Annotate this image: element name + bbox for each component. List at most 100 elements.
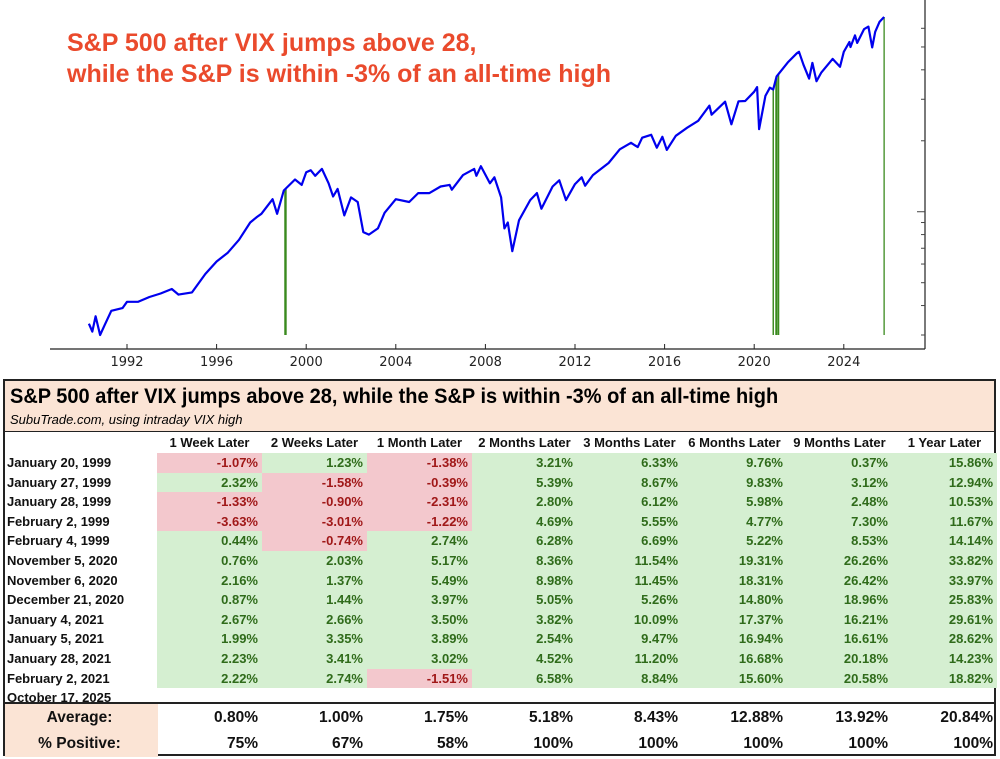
summary-value: 100% <box>953 735 993 752</box>
x-tick-label: 2012 <box>558 355 591 370</box>
column-header: 2 Months Later <box>478 435 571 450</box>
return-cell: 1.44% <box>262 590 367 610</box>
return-cell: 33.97% <box>892 570 997 591</box>
column-header: 1 Month Later <box>376 435 463 450</box>
return-cell: 16.94% <box>682 629 787 649</box>
return-cell: 3.12% <box>787 472 892 493</box>
summary-value: 5.18% <box>529 709 573 726</box>
return-cell: 0.76% <box>157 551 262 571</box>
x-tick-label: 2008 <box>469 355 502 370</box>
return-cell: -3.01% <box>262 511 367 532</box>
summary-value: 12.88% <box>730 709 783 726</box>
return-cell: 0.87% <box>157 590 262 610</box>
return-cell: 4.69% <box>472 511 577 532</box>
return-cell: 3.50% <box>367 609 472 630</box>
x-tick-label: 1996 <box>200 355 233 370</box>
return-cell: 2.74% <box>367 531 472 551</box>
summary-label: % Positive: <box>5 730 158 757</box>
return-cell: 26.26% <box>787 551 892 571</box>
table-row: November 5, 2020 0.76% 2.03% 5.17% 8.36% 11.5… <box>5 551 997 571</box>
return-cell: 19.31% <box>682 551 787 571</box>
return-cell: 14.80% <box>682 590 787 610</box>
return-cell: 3.89% <box>367 629 472 649</box>
summary-row: % Positive: 75% 67% 58% 100% 100% 100% 100% 100% <box>5 730 994 757</box>
vix-event-lines <box>284 17 885 335</box>
return-cell: -3.63% <box>157 511 262 532</box>
return-cell: 2.22% <box>157 668 262 689</box>
return-cell: -1.07% <box>157 453 262 473</box>
return-cell: 6.12% <box>577 492 682 512</box>
row-date: December 21, 2020 <box>7 592 125 608</box>
row-date: January 27, 1999 <box>7 474 112 490</box>
return-cell: 11.67% <box>892 511 997 532</box>
return-cell: 9.83% <box>682 472 787 493</box>
summary-value: 1.75% <box>424 709 468 726</box>
return-cell: 2.32% <box>157 472 262 493</box>
table-row: February 2, 2021 2.22% 2.74% -1.51% 6.58% 8.8… <box>5 668 997 689</box>
table-subtitle: SubuTrade.com, using intraday VIX high <box>10 412 243 427</box>
return-cell: 2.74% <box>262 668 367 689</box>
y-axis-ticks <box>917 27 925 336</box>
summary-value: 58% <box>436 735 468 752</box>
x-tick-label: 2016 <box>648 355 681 370</box>
return-cell: 5.17% <box>367 551 472 571</box>
return-cell: 8.53% <box>787 531 892 551</box>
row-date: February 4, 1999 <box>7 533 110 549</box>
summary-value: 100% <box>533 735 573 752</box>
return-cell: 10.53% <box>892 492 997 512</box>
row-date: January 5, 2021 <box>7 631 104 647</box>
x-tick-label: 2000 <box>290 355 323 370</box>
return-cell: 11.45% <box>577 570 682 591</box>
return-cell: 6.58% <box>472 668 577 689</box>
row-date: October 17, 2025 <box>7 690 112 706</box>
return-cell: -1.51% <box>367 668 472 689</box>
sp500-price-line <box>87 16 885 337</box>
column-header: 6 Months Later <box>688 435 781 450</box>
return-cell: 2.54% <box>472 629 577 649</box>
return-cell: 3.82% <box>472 609 577 630</box>
return-cell: 9.76% <box>682 453 787 473</box>
row-date: November 6, 2020 <box>7 572 118 588</box>
return-cell: 8.98% <box>472 570 577 591</box>
return-cell: -1.22% <box>367 511 472 532</box>
x-tick-label: 1992 <box>110 355 143 370</box>
return-cell: 1.37% <box>262 570 367 591</box>
return-cell: 20.18% <box>787 649 892 669</box>
return-cell: 5.49% <box>367 570 472 591</box>
return-cell: 16.61% <box>787 629 892 649</box>
return-cell: 8.84% <box>577 668 682 689</box>
return-cell: 3.02% <box>367 649 472 669</box>
return-cell: 14.14% <box>892 531 997 551</box>
returns-table: S&P 500 after VIX jumps above 28, while … <box>3 379 997 757</box>
summary-divider <box>5 702 994 704</box>
table-row: January 28, 2021 2.23% 3.41% 3.02% 4.52% 11.2… <box>5 649 997 669</box>
return-cell: 10.09% <box>577 609 682 630</box>
return-cell: -1.38% <box>367 453 472 473</box>
row-date: November 5, 2020 <box>7 553 118 568</box>
table-row: January 27, 1999 2.32% -1.58% -0.39% 5.39% 8.… <box>5 472 997 493</box>
return-cell: 2.23% <box>157 649 262 669</box>
return-cell: 29.61% <box>892 609 997 630</box>
return-cell: 16.68% <box>682 649 787 669</box>
row-date: February 2, 2021 <box>7 670 110 686</box>
summary-value: 8.43% <box>634 709 678 726</box>
return-cell: 6.33% <box>577 453 682 473</box>
return-cell: 3.97% <box>367 590 472 610</box>
return-cell: 25.83% <box>892 590 997 610</box>
return-cell: 5.55% <box>577 511 682 532</box>
return-cell: 2.03% <box>262 551 367 571</box>
return-cell: -0.90% <box>262 492 367 512</box>
return-cell: 1.23% <box>262 453 367 473</box>
table-row: January 4, 2021 2.67% 2.66% 3.50% 3.82% 10.09… <box>5 609 997 630</box>
return-cell: 5.05% <box>472 590 577 610</box>
summary-value: 0.80% <box>214 709 258 726</box>
x-tick-label: 2020 <box>738 355 771 370</box>
column-header: 1 Week Later <box>169 435 250 450</box>
chart-subtitle: while the S&P is within -3% of an all-ti… <box>67 60 612 88</box>
column-header: 1 Year Later <box>907 435 982 450</box>
column-header: 9 Months Later <box>793 435 886 450</box>
return-cell: 5.26% <box>577 590 682 610</box>
return-cell: 2.67% <box>157 609 262 630</box>
return-cell: 1.99% <box>157 629 262 649</box>
return-cell: 2.48% <box>787 492 892 512</box>
